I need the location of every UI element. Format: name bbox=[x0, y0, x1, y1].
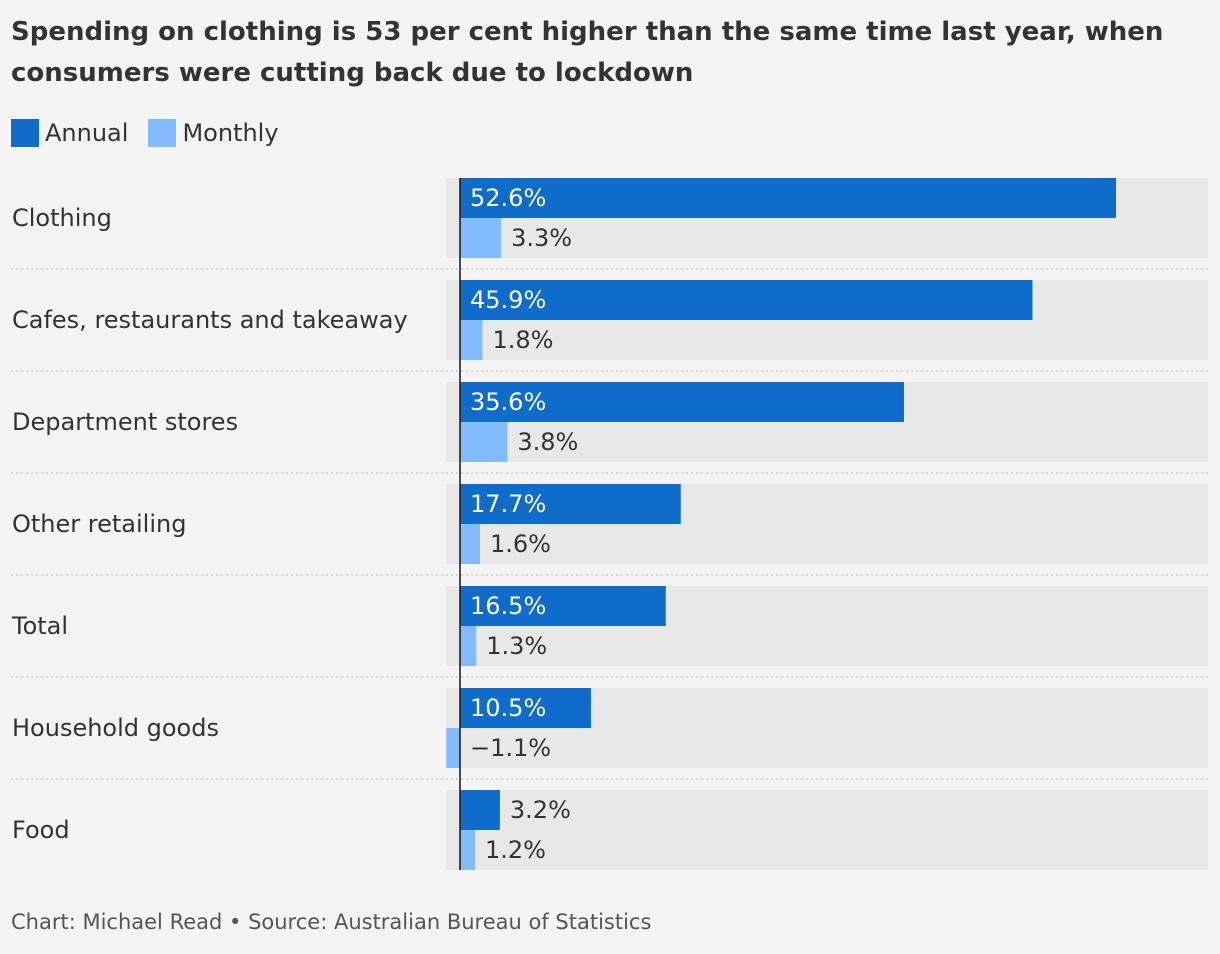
monthly-bar bbox=[460, 830, 475, 870]
monthly-bar bbox=[460, 626, 477, 666]
annual-bar bbox=[460, 280, 1033, 320]
legend-label-annual: Annual bbox=[45, 119, 129, 147]
annual-value-label: 3.2% bbox=[510, 796, 571, 824]
chart-source: Chart: Michael Read • Source: Australian… bbox=[11, 910, 652, 934]
annual-value-label: 45.9% bbox=[470, 286, 546, 314]
monthly-value-label: 1.3% bbox=[486, 632, 547, 660]
annual-value-label: 16.5% bbox=[470, 592, 546, 620]
legend-item-annual: Annual bbox=[11, 119, 128, 147]
annual-bar bbox=[460, 484, 681, 524]
monthly-bar bbox=[460, 422, 508, 462]
monthly-bar bbox=[460, 524, 480, 564]
annual-bar bbox=[460, 790, 500, 830]
category-label: Total bbox=[11, 612, 68, 640]
annual-bar bbox=[460, 688, 591, 728]
category-label: Food bbox=[12, 816, 70, 844]
monthly-value-label: 1.8% bbox=[492, 326, 553, 354]
row-background bbox=[446, 790, 1208, 870]
annual-bar bbox=[460, 178, 1116, 218]
monthly-value-label: 3.3% bbox=[511, 224, 572, 252]
category-label: Household goods bbox=[12, 714, 219, 742]
annual-value-label: 52.6% bbox=[470, 184, 546, 212]
legend-swatch-monthly bbox=[148, 119, 177, 147]
legend-swatch-annual bbox=[11, 119, 39, 147]
annual-value-label: 35.6% bbox=[470, 388, 546, 416]
category-label: Clothing bbox=[12, 204, 112, 232]
annual-bar bbox=[460, 382, 904, 422]
category-label: Other retailing bbox=[12, 510, 186, 538]
chart-title: Spending on clothing is 53 per cent high… bbox=[11, 17, 1164, 88]
monthly-value-label: 3.8% bbox=[517, 428, 578, 456]
legend-item-monthly: Monthly bbox=[148, 119, 279, 147]
chart-legend: Annual Monthly bbox=[11, 117, 279, 149]
annual-value-label: 17.7% bbox=[470, 490, 546, 518]
category-label: Cafes, restaurants and takeaway bbox=[12, 306, 408, 334]
annual-value-label: 10.5% bbox=[470, 694, 546, 722]
annual-bar bbox=[460, 586, 666, 626]
category-label: Department stores bbox=[12, 408, 238, 436]
legend-label-monthly: Monthly bbox=[182, 119, 279, 147]
monthly-value-label: 1.6% bbox=[490, 530, 551, 558]
monthly-bar bbox=[460, 320, 483, 360]
monthly-value-label: −1.1% bbox=[470, 734, 551, 762]
monthly-bar bbox=[446, 728, 460, 768]
monthly-bar bbox=[460, 218, 502, 258]
monthly-value-label: 1.2% bbox=[485, 836, 546, 864]
